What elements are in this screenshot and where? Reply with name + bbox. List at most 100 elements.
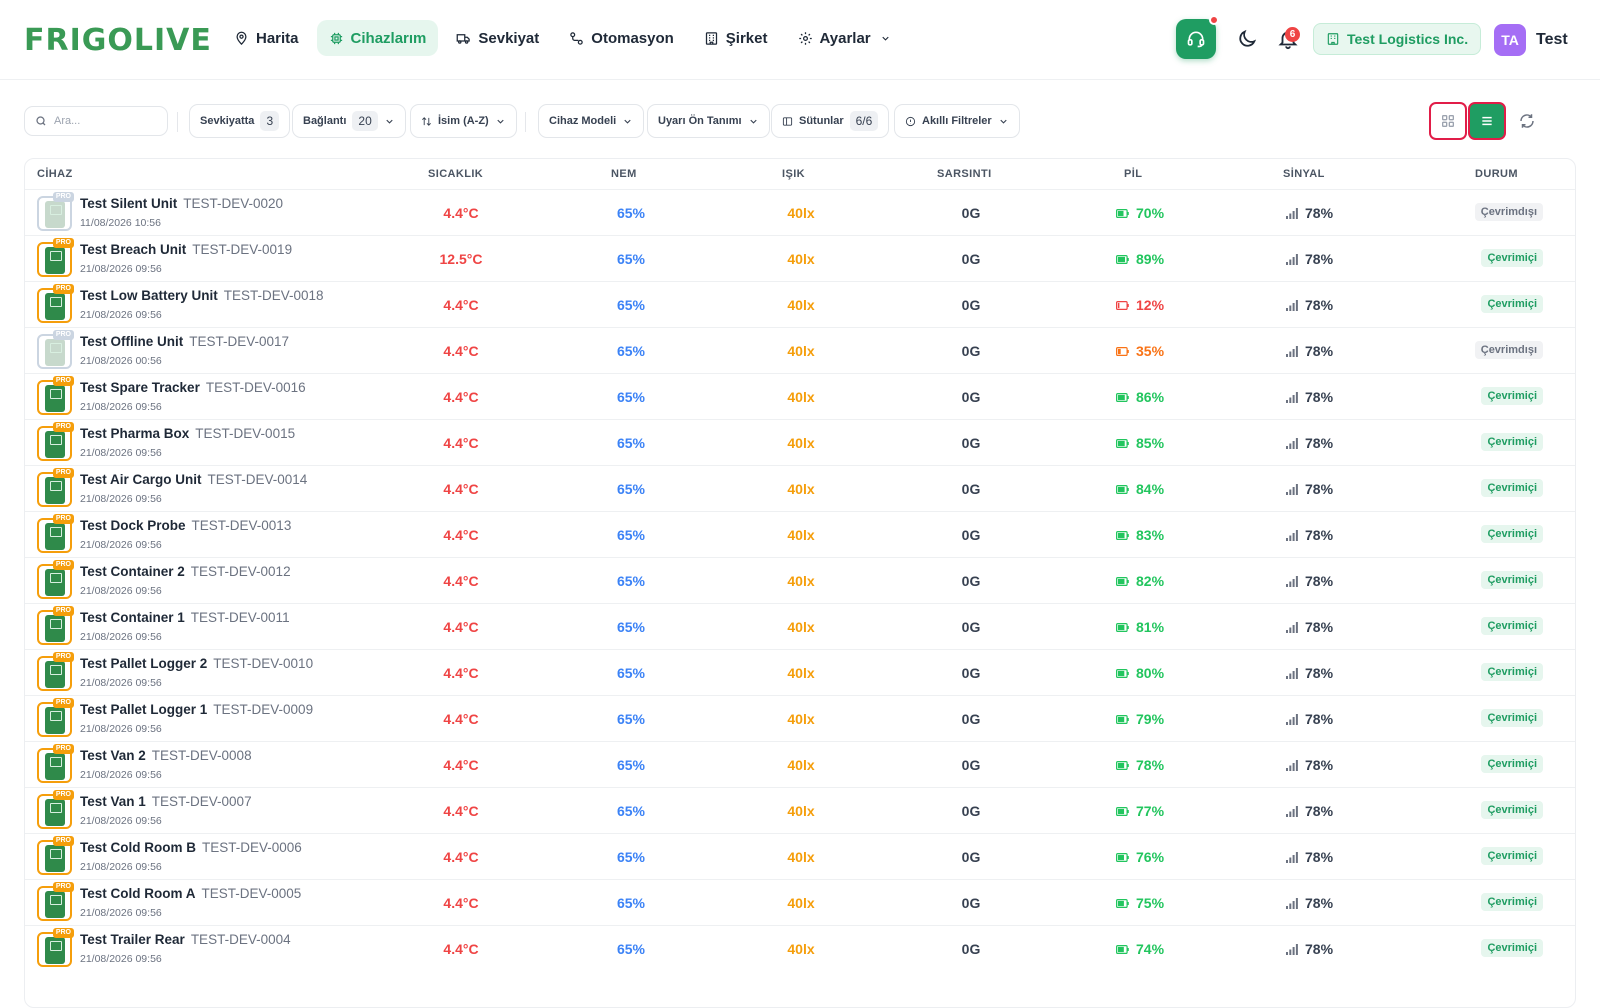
device-model-dropdown[interactable]: Cihaz Modeli: [538, 104, 645, 138]
light-value: 40lx: [787, 895, 815, 911]
device-name[interactable]: Test Pallet Logger 1 TEST-DEV-0009: [80, 702, 313, 717]
temperature-value: 12.5°C: [439, 251, 483, 267]
table-row[interactable]: PRO Test Pallet Logger 1 TEST-DEV-0009 21/0…: [25, 695, 1575, 741]
support-button[interactable]: [1176, 15, 1219, 59]
device-name[interactable]: Test Low Battery Unit TEST-DEV-0018: [80, 288, 324, 303]
device-name[interactable]: Test Offline Unit TEST-DEV-0017: [80, 334, 289, 349]
device-thumbnail: PRO: [37, 514, 74, 553]
headset-icon: [1187, 31, 1205, 48]
table-row[interactable]: PRO Test Pallet Logger 2 TEST-DEV-0010 21/0…: [25, 649, 1575, 695]
table-row[interactable]: PRO Test Van 1 TEST-DEV-0007 21/08/2026 09:…: [25, 787, 1575, 833]
table-row[interactable]: PRO Test Van 2 TEST-DEV-0008 21/08/2026 09:…: [25, 741, 1575, 787]
frigolive-logo[interactable]: FRIGOLIVE: [24, 22, 212, 58]
battery-icon: [1116, 852, 1129, 862]
device-name[interactable]: Test Van 2 TEST-DEV-0008: [80, 748, 252, 763]
battery-icon: [1116, 346, 1129, 356]
status-badge: Çevrimiçi: [1481, 755, 1543, 773]
shock-value: 0G: [961, 895, 981, 911]
table-row[interactable]: PRO Test Dock Probe TEST-DEV-0013 21/08/202…: [25, 511, 1575, 557]
nav-item-sevkiyat[interactable]: Sevkiyat: [444, 20, 551, 56]
temperature-value: 4.4°C: [443, 527, 479, 543]
column-header-humidity[interactable]: NEM: [611, 168, 637, 180]
column-header-shock[interactable]: SARSINTI: [937, 168, 992, 180]
device-name-text: Test Dock Probe: [80, 518, 186, 533]
nav-item-harita[interactable]: Harita: [222, 20, 311, 56]
pro-badge: PRO: [52, 790, 74, 800]
alert-preset-dropdown[interactable]: Uyarı Ön Tanımı: [647, 104, 770, 138]
table-row[interactable]: PRO Test Container 1 TEST-DEV-0011 21/08/20…: [25, 603, 1575, 649]
table-row[interactable]: PRO Test Pharma Box TEST-DEV-0015 21/08/202…: [25, 419, 1575, 465]
device-thumbnail: PRO: [37, 284, 74, 323]
device-name[interactable]: Test Spare Tracker TEST-DEV-0016: [80, 380, 306, 395]
logo-text: FRIGOLIVE: [24, 22, 212, 58]
sort-dropdown[interactable]: İsim (A-Z): [410, 104, 517, 138]
column-header-light[interactable]: IŞIK: [782, 168, 805, 180]
humidity-value: 65%: [616, 205, 646, 221]
device-name[interactable]: Test Container 2 TEST-DEV-0012: [80, 564, 291, 579]
column-header-device[interactable]: CİHAZ: [37, 168, 73, 180]
device-name[interactable]: Test Container 1 TEST-DEV-0011: [80, 610, 290, 625]
column-header-signal[interactable]: SİNYAL: [1283, 168, 1325, 180]
device-name-text: Test Pallet Logger 2: [80, 656, 208, 671]
search-box[interactable]: [24, 106, 168, 136]
signal-cell: 78%: [1286, 343, 1333, 359]
chip-label: Sevkiyatta: [200, 115, 255, 127]
device-name[interactable]: Test Silent Unit TEST-DEV-0020: [80, 196, 283, 211]
user-name[interactable]: Test: [1536, 31, 1568, 48]
device-name[interactable]: Test Dock Probe TEST-DEV-0013: [80, 518, 291, 533]
nav-item-sirket[interactable]: Şirket: [692, 20, 780, 56]
column-header-status[interactable]: DURUM: [1475, 168, 1518, 180]
list-view-button[interactable]: [1468, 102, 1506, 140]
table-row[interactable]: PRO Test Offline Unit TEST-DEV-0017 21/08/2…: [25, 327, 1575, 373]
nav-item-cihazlarim[interactable]: Cihazlarım: [316, 20, 439, 56]
device-name[interactable]: Test Air Cargo Unit TEST-DEV-0014: [80, 472, 307, 487]
refresh-icon[interactable]: [1518, 112, 1536, 130]
device-name[interactable]: Test Trailer Rear TEST-DEV-0004: [80, 932, 291, 947]
device-name[interactable]: Test Breach Unit TEST-DEV-0019: [80, 242, 292, 257]
status-badge: Çevrimdışı: [1474, 341, 1543, 359]
search-input[interactable]: [54, 115, 154, 127]
table-row[interactable]: PRO Test Spare Tracker TEST-DEV-0016 21/08/…: [25, 373, 1575, 419]
battery-icon: [1116, 668, 1129, 678]
signal-value: 78%: [1305, 297, 1334, 313]
table-row[interactable]: PRO Test Trailer Rear TEST-DEV-0004 21/08/2…: [25, 925, 1575, 971]
signal-bars-icon: [1286, 621, 1298, 633]
signal-cell: 78%: [1286, 619, 1333, 635]
table-row[interactable]: PRO Test Air Cargo Unit TEST-DEV-0014 21/08…: [25, 465, 1575, 511]
table-row[interactable]: PRO Test Low Battery Unit TEST-DEV-0018 21/…: [25, 281, 1575, 327]
device-thumbnail: PRO: [37, 560, 74, 599]
connection-filter[interactable]: Bağlantı 20: [292, 104, 406, 138]
nav-label: Cihazlarım: [350, 29, 427, 47]
device-name-text: Test Van 1: [80, 794, 146, 809]
shock-value: 0G: [961, 435, 981, 451]
column-header-battery[interactable]: PİL: [1124, 168, 1143, 180]
table-row[interactable]: PRO Test Breach Unit TEST-DEV-0019 21/08/20…: [25, 235, 1575, 281]
nav-item-ayarlar[interactable]: Ayarlar: [786, 20, 903, 56]
battery-icon: [1116, 806, 1129, 816]
columns-button[interactable]: Sütunlar 6/6: [771, 104, 890, 138]
table-row[interactable]: PRO Test Silent Unit TEST-DEV-0020 11/08/20…: [25, 189, 1575, 235]
in-shipment-filter[interactable]: Sevkiyatta 3: [189, 104, 291, 138]
device-name[interactable]: Test Pallet Logger 2 TEST-DEV-0010: [80, 656, 313, 671]
device-name[interactable]: Test Pharma Box TEST-DEV-0015: [80, 426, 295, 441]
nav-item-otomasyon[interactable]: Otomasyon: [557, 20, 686, 56]
device-image: [45, 247, 65, 274]
table-row[interactable]: PRO Test Cold Room B TEST-DEV-0006 21/08/20…: [25, 833, 1575, 879]
moon-icon[interactable]: [1236, 28, 1258, 50]
column-header-temperature[interactable]: SICAKLIK: [428, 168, 484, 180]
device-name[interactable]: Test Cold Room A TEST-DEV-0005: [80, 886, 301, 901]
smart-filters-dropdown[interactable]: Akıllı Filtreler: [894, 104, 1020, 138]
workflow-icon: [570, 31, 584, 45]
device-name[interactable]: Test Van 1 TEST-DEV-0007: [80, 794, 252, 809]
temperature-value: 4.4°C: [443, 389, 479, 405]
avatar[interactable]: TA: [1494, 24, 1526, 56]
table-row[interactable]: PRO Test Container 2 TEST-DEV-0012 21/08/20…: [25, 557, 1575, 603]
grid-view-button[interactable]: [1429, 102, 1467, 140]
device-name[interactable]: Test Cold Room B TEST-DEV-0006: [80, 840, 302, 855]
light-value: 40lx: [787, 941, 815, 957]
device-name-text: Test Low Battery Unit: [80, 288, 218, 303]
humidity-value: 65%: [616, 343, 646, 359]
company-selector[interactable]: Test Logistics Inc.: [1313, 23, 1482, 55]
pro-badge: PRO: [52, 284, 74, 294]
table-row[interactable]: PRO Test Cold Room A TEST-DEV-0005 21/08/20…: [25, 879, 1575, 925]
